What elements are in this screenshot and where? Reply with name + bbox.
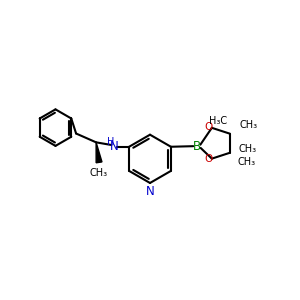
Text: B: B (193, 140, 201, 153)
Text: H: H (107, 137, 115, 147)
Text: O: O (205, 154, 213, 164)
Text: N: N (146, 185, 154, 198)
Text: O: O (204, 122, 212, 132)
Text: CH₃: CH₃ (239, 120, 257, 130)
Text: CH₃: CH₃ (237, 157, 255, 166)
Text: CH₃: CH₃ (90, 168, 108, 178)
Text: CH₃: CH₃ (239, 144, 257, 154)
Text: N: N (110, 140, 119, 153)
Polygon shape (96, 142, 102, 163)
Text: H₃C: H₃C (209, 116, 228, 126)
